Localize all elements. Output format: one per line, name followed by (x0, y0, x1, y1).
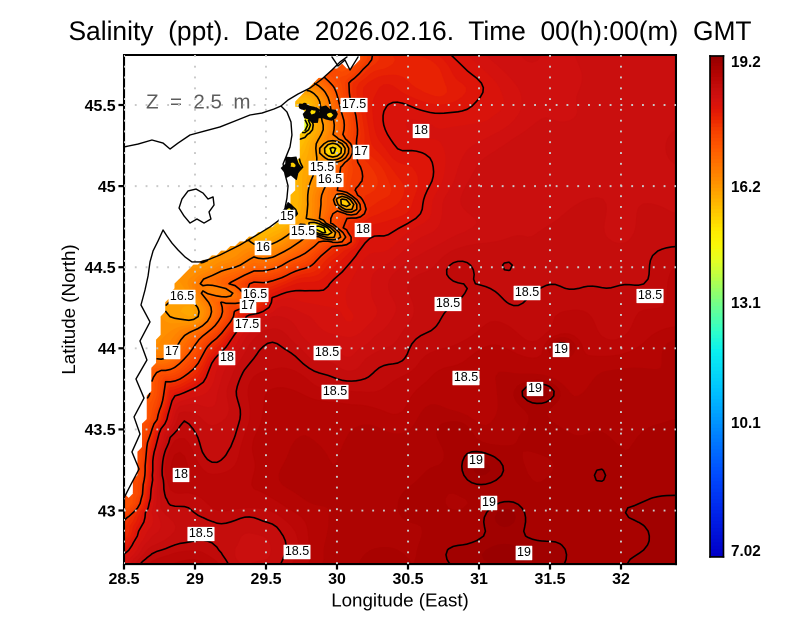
svg-text:45: 45 (98, 179, 116, 196)
svg-text:19: 19 (554, 342, 568, 356)
svg-text:16: 16 (256, 240, 270, 254)
svg-text:18: 18 (356, 222, 370, 236)
svg-text:Salinity (ppt). Date 2026.0: Salinity (ppt). Date 2026.02.16. Time 00… (68, 16, 751, 46)
svg-text:43: 43 (98, 503, 116, 520)
svg-text:28.5: 28.5 (108, 571, 139, 588)
svg-text:31: 31 (470, 571, 488, 588)
svg-text:30: 30 (328, 571, 346, 588)
svg-text:19: 19 (528, 381, 542, 395)
svg-text:16.5: 16.5 (170, 289, 194, 303)
svg-text:19: 19 (517, 545, 531, 559)
svg-text:18.5: 18.5 (285, 544, 309, 558)
svg-text:18: 18 (220, 350, 234, 364)
svg-text:30.5: 30.5 (392, 571, 423, 588)
svg-text:16.5: 16.5 (243, 287, 267, 301)
svg-text:44.5: 44.5 (85, 260, 116, 277)
svg-text:31.5: 31.5 (534, 571, 565, 588)
svg-text:10.1: 10.1 (731, 415, 761, 432)
svg-text:18.5: 18.5 (454, 370, 478, 384)
svg-text:18.5: 18.5 (638, 288, 662, 302)
svg-text:19.2: 19.2 (731, 54, 761, 71)
svg-text:44: 44 (98, 341, 116, 358)
svg-text:18: 18 (414, 123, 428, 137)
svg-text:17: 17 (241, 298, 255, 312)
svg-text:16.5: 16.5 (318, 172, 342, 186)
svg-text:18.5: 18.5 (436, 296, 460, 310)
svg-text:45.5: 45.5 (85, 98, 116, 115)
svg-text:15: 15 (280, 209, 294, 223)
svg-text:17.5: 17.5 (342, 97, 366, 111)
svg-text:18.5: 18.5 (515, 285, 539, 299)
svg-text:13.1: 13.1 (731, 295, 761, 312)
svg-text:19: 19 (469, 453, 483, 467)
svg-text:18.5: 18.5 (189, 526, 213, 540)
svg-text:32: 32 (612, 571, 630, 588)
svg-text:Longitude (East): Longitude (East) (331, 589, 469, 610)
svg-text:16.2: 16.2 (731, 179, 761, 196)
svg-text:29: 29 (186, 571, 204, 588)
svg-text:29.5: 29.5 (250, 571, 281, 588)
svg-text:18.5: 18.5 (315, 345, 339, 359)
svg-text:15.5: 15.5 (310, 160, 334, 174)
svg-text:Latitude (North): Latitude (North) (58, 244, 79, 374)
svg-text:18.5: 18.5 (323, 384, 347, 398)
svg-text:43.5: 43.5 (85, 422, 116, 439)
svg-text:17: 17 (165, 344, 179, 358)
svg-text:Z = 2.5 m: Z = 2.5 m (146, 90, 250, 113)
svg-text:18: 18 (174, 467, 188, 481)
svg-text:17: 17 (354, 144, 368, 158)
svg-text:7.02: 7.02 (731, 543, 761, 560)
svg-text:17.5: 17.5 (235, 317, 259, 331)
svg-text:19: 19 (482, 495, 496, 509)
svg-text:15.5: 15.5 (291, 224, 315, 238)
